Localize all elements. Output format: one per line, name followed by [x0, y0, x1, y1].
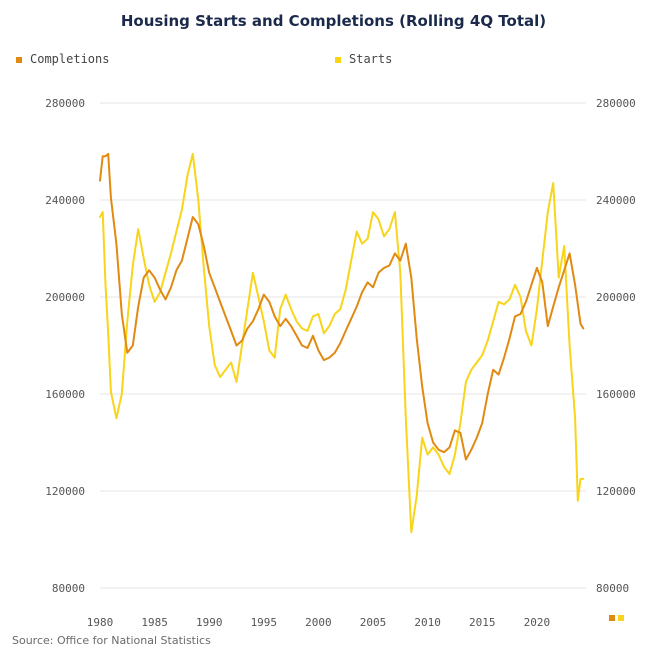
x-tick-label: 1980 — [87, 616, 114, 629]
x-tick-label: 2005 — [360, 616, 387, 629]
legend-label-completions: Completions — [30, 52, 110, 66]
y-tick-label-left: 240000 — [45, 194, 85, 207]
legend-swatch-starts — [335, 56, 341, 63]
y-tick-label-left: 80000 — [52, 582, 85, 595]
y-tick-label-right: 280000 — [596, 97, 636, 110]
chart-title: Housing Starts and Completions (Rolling … — [120, 12, 547, 30]
y-tick-label-right: 80000 — [596, 582, 629, 595]
x-tick-label: 2000 — [305, 616, 332, 629]
legend-item-starts[interactable]: Starts — [335, 52, 392, 66]
y-tick-label-left: 120000 — [45, 485, 85, 498]
series-line-starts — [99, 152, 585, 534]
legend-swatch-completions — [16, 56, 22, 63]
y-tick-label-right: 160000 — [596, 388, 636, 401]
x-tick-label: 2015 — [469, 616, 496, 629]
source-note: Source: Office for National Statistics — [12, 634, 211, 647]
x-tick-label: 2020 — [524, 616, 551, 629]
x-tick-label: 1985 — [141, 616, 168, 629]
x-tick-label: 1995 — [251, 616, 278, 629]
series-line-completions — [99, 152, 585, 461]
y-tick-label-right: 200000 — [596, 291, 636, 304]
y-tick-label-left: 160000 — [45, 388, 85, 401]
y-tick-label-left: 200000 — [45, 291, 85, 304]
y-tick-label-left: 280000 — [45, 97, 85, 110]
x-tick-label: 2010 — [414, 616, 441, 629]
legend-label-starts: Starts — [349, 52, 393, 66]
x-tick-label: 1990 — [196, 616, 223, 629]
y-tick-label-right: 240000 — [596, 194, 636, 207]
corner-swatch-starts — [618, 615, 624, 621]
corner-swatch-completions — [609, 615, 615, 621]
legend-item-completions[interactable]: Completions — [16, 52, 109, 66]
corner-legend-swatches — [609, 606, 627, 625]
y-tick-label-right: 120000 — [596, 485, 636, 498]
